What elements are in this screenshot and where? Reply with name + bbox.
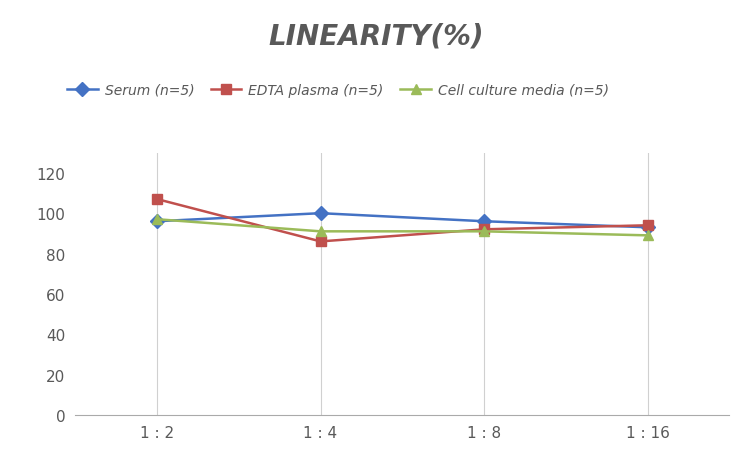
EDTA plasma (n=5) xyxy=(153,197,162,202)
Cell culture media (n=5) xyxy=(153,217,162,222)
Serum (n=5) xyxy=(643,225,652,230)
EDTA plasma (n=5) xyxy=(643,223,652,229)
Cell culture media (n=5) xyxy=(643,233,652,239)
Line: Cell culture media (n=5): Cell culture media (n=5) xyxy=(152,215,653,241)
Line: Serum (n=5): Serum (n=5) xyxy=(152,209,653,233)
Line: EDTA plasma (n=5): EDTA plasma (n=5) xyxy=(152,195,653,247)
EDTA plasma (n=5) xyxy=(480,227,489,233)
Serum (n=5) xyxy=(480,219,489,225)
Cell culture media (n=5) xyxy=(316,229,325,235)
Cell culture media (n=5) xyxy=(480,229,489,235)
EDTA plasma (n=5) xyxy=(316,239,325,244)
Legend: Serum (n=5), EDTA plasma (n=5), Cell culture media (n=5): Serum (n=5), EDTA plasma (n=5), Cell cul… xyxy=(67,83,609,97)
Serum (n=5) xyxy=(153,219,162,225)
Serum (n=5) xyxy=(316,211,325,216)
Text: LINEARITY(%): LINEARITY(%) xyxy=(268,23,484,51)
